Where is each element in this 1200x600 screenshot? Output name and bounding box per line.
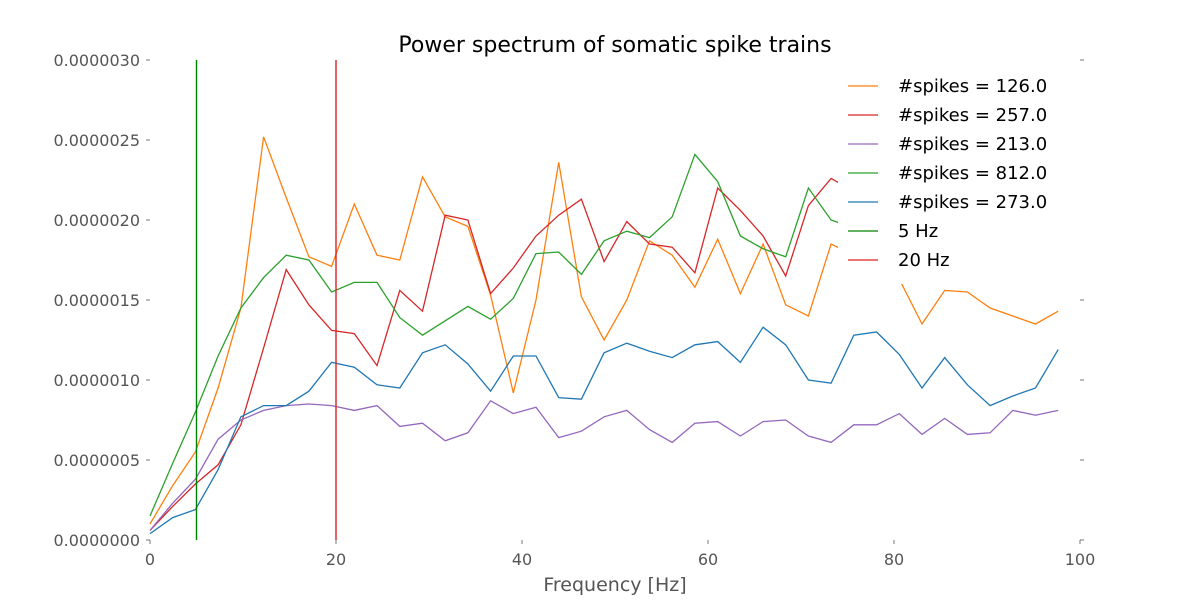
reference-lines xyxy=(195,60,337,540)
legend-background xyxy=(838,66,1084,284)
axis-ticks: 0.0000000 0.0000005 0.0000010 0.0000015 0.00… xyxy=(53,51,1095,569)
legend-label: 5 Hz xyxy=(898,221,938,242)
y-tick-label: 0.0000020 xyxy=(53,211,140,230)
y-tick-label: 0.0000025 xyxy=(53,131,140,150)
y-tick-label: 0.0000015 xyxy=(53,291,140,310)
x-tick-label: 80 xyxy=(884,550,904,569)
chart-title: Power spectrum of somatic spike trains xyxy=(398,33,831,58)
series-line-3 xyxy=(149,399,1059,531)
y-tick-label: 0.0000010 xyxy=(53,371,140,390)
series-line-1 xyxy=(149,136,1059,525)
y-tick-label: 0.0000030 xyxy=(53,51,140,70)
x-tick-label: 20 xyxy=(326,550,346,569)
y-tick-label: 0.0000005 xyxy=(53,451,140,470)
legend: #spikes = 126.0 #spikes = 257.0 #spikes = … xyxy=(838,66,1084,284)
series-line-5 xyxy=(149,326,1059,535)
x-tick-label: 60 xyxy=(698,550,718,569)
legend-label: 20 Hz xyxy=(898,250,950,271)
x-tick-label: 0 xyxy=(145,550,155,569)
legend-label: #spikes = 126.0 xyxy=(898,76,1047,97)
x-tick-label: 100 xyxy=(1065,550,1096,569)
x-tick-label: 40 xyxy=(512,550,532,569)
legend-label: #spikes = 213.0 xyxy=(898,134,1047,155)
legend-label: #spikes = 812.0 xyxy=(898,163,1047,184)
y-tick-label: 0.0000000 xyxy=(53,531,140,550)
legend-label: #spikes = 257.0 xyxy=(898,105,1047,126)
legend-label: #spikes = 273.0 xyxy=(898,192,1047,213)
x-axis-label: Frequency [Hz] xyxy=(543,574,686,596)
